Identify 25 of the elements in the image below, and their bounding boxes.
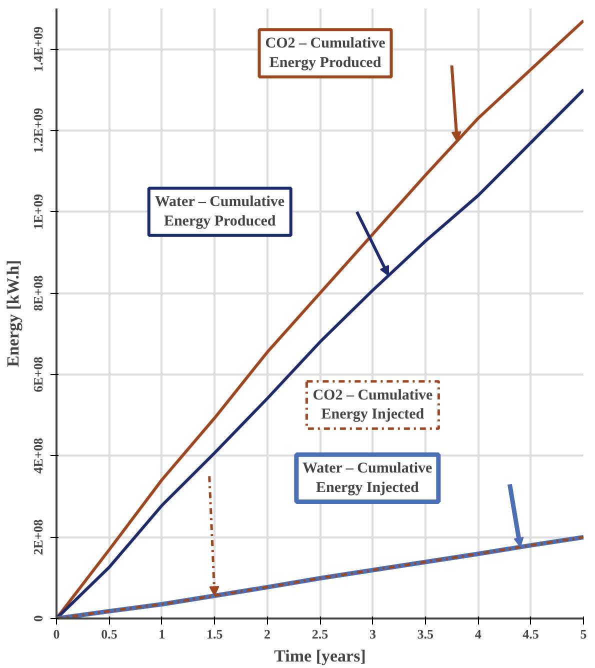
y-tick-label: 8E+08 — [30, 274, 46, 311]
x-axis-title: Time [years] — [274, 646, 366, 666]
y-tick-label: 0 — [30, 615, 46, 622]
y-tick-label: 4E+08 — [30, 438, 46, 474]
x-tick-label: 5 — [580, 626, 588, 642]
x-tick-label: 0 — [53, 626, 60, 642]
x-tick-label: 0.5 — [101, 626, 118, 642]
y-tick-label: 1E+09 — [30, 194, 46, 230]
x-tick-label: 2.5 — [312, 626, 329, 642]
x-tick-label: 3.5 — [417, 626, 434, 642]
text: CO2 – Cumulative Energy Injected — [312, 387, 434, 423]
text: CO2 – Cumulative Energy Produced — [265, 36, 386, 71]
text: Water – Cumulative Energy Produced — [154, 194, 285, 230]
y-tick-label: 2E+08 — [30, 518, 46, 555]
text: Water – Cumulative Energy Injected — [302, 460, 432, 496]
x-tick-label: 4.5 — [522, 626, 540, 642]
y-axis-title: Energy [kW.h] — [4, 260, 22, 368]
x-tick-label: 1 — [158, 626, 166, 642]
y-tick-label: 1.2E+09 — [30, 107, 46, 154]
x-tick-label: 4 — [474, 626, 482, 642]
x-tick-label: 3 — [369, 626, 376, 642]
x-tick-label: 2 — [264, 626, 271, 642]
y-tick-label: 1.4E+09 — [30, 26, 46, 72]
y-tick-label: 6E+08 — [30, 356, 46, 392]
x-tick-label: 1.5 — [206, 626, 224, 642]
